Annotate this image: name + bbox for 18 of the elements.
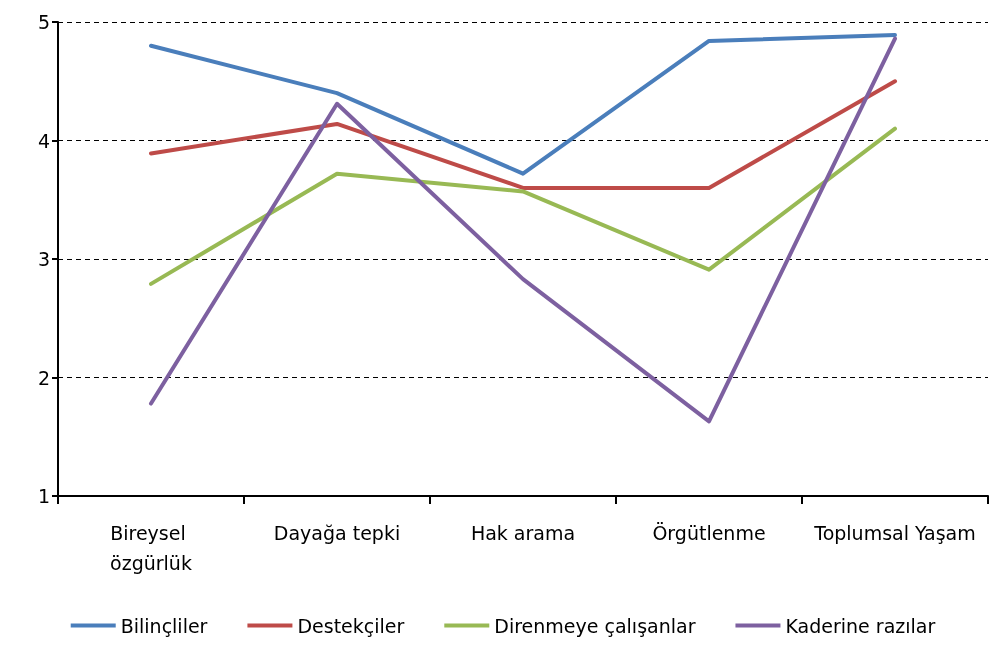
line-series [149, 79, 897, 190]
x-tick-label: Toplumsal Yaşam [813, 522, 976, 544]
x-tick-label: Örgütlenme [652, 522, 766, 544]
line-series [149, 33, 897, 176]
x-tick-label: Bireysel özgürlük [110, 522, 192, 574]
legend-label: Kaderine razılar [785, 614, 936, 637]
line-series [149, 36, 897, 424]
y-tick-label: 2 [37, 366, 50, 389]
line-series [149, 126, 897, 286]
legend-label: Bilinçliler [120, 614, 208, 637]
legend-label: Direnmeye çalışanlar [494, 614, 696, 637]
y-tick-label: 5 [37, 11, 50, 33]
y-tick-label: 1 [37, 485, 50, 507]
y-tick-label: 4 [37, 129, 50, 152]
y-tick-label: 3 [37, 248, 50, 270]
legend-label: Destekçiler [297, 614, 405, 637]
x-tick-label: Hak arama [470, 522, 576, 544]
x-tick-label: Dayağa tepki [273, 522, 401, 544]
